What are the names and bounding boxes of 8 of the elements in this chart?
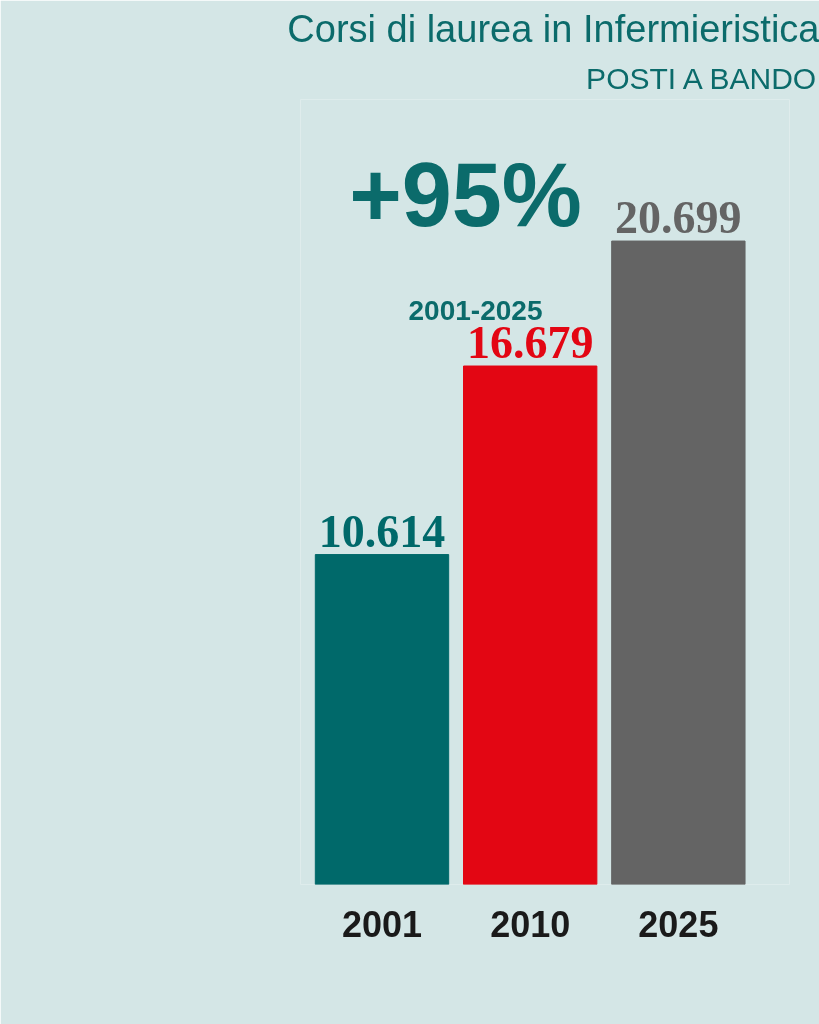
annotation: +95%	[349, 144, 582, 245]
x-tick-label: 2001	[341, 903, 423, 945]
x-tick-label: 2010	[490, 903, 571, 945]
x-tick-label: 2025	[638, 903, 719, 945]
chart-subtitle: POSTI A BANDO	[586, 61, 817, 95]
data-label: 20.699	[615, 192, 742, 244]
chart-title: Corsi di laurea in Infermieristica	[287, 7, 819, 50]
data-label: 10.614	[318, 505, 446, 557]
